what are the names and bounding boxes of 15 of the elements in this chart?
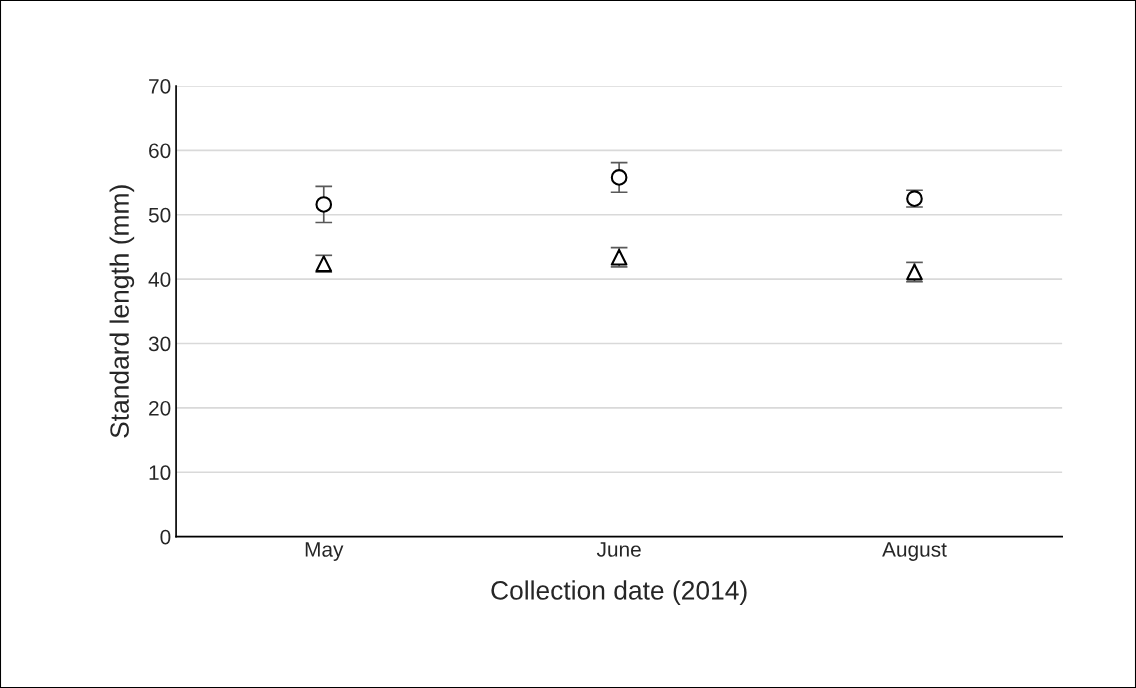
- x-tick-label: June: [596, 542, 641, 557]
- y-tick-label: 40: [148, 272, 171, 287]
- x-axis-title: Collection date (2014): [491, 580, 747, 605]
- point: [610, 169, 628, 186]
- point: [315, 196, 333, 213]
- y-axis-title: Standard length (mm): [109, 185, 135, 438]
- x-tick-label: May: [305, 542, 344, 561]
- y-tick-label: 70: [149, 79, 171, 94]
- y-tick-label: 20: [149, 400, 171, 416]
- y-tick-label: 0: [160, 529, 171, 545]
- x-tick-label: August: [882, 542, 947, 561]
- y-tick-label: 30: [148, 336, 171, 352]
- y-tick-label: 60: [149, 143, 171, 159]
- y-tick-label: 10: [149, 465, 171, 481]
- y-tick-label: 50: [148, 207, 171, 223]
